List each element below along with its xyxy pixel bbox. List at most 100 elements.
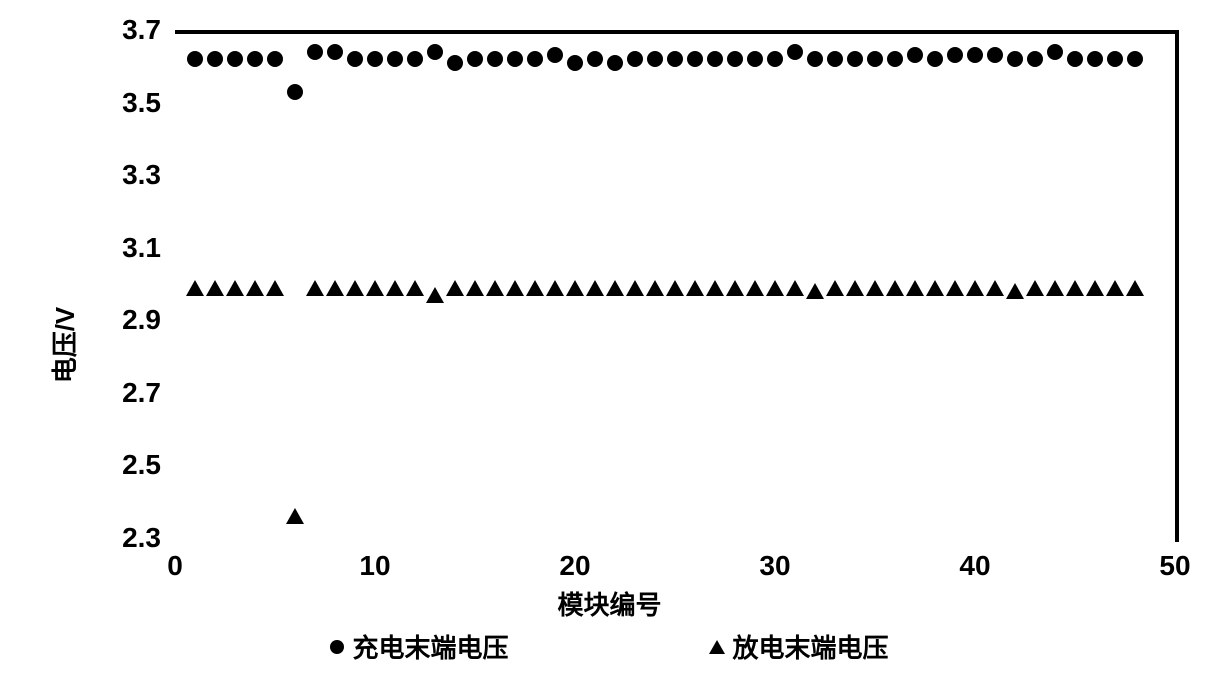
- data-point-charge: [467, 51, 483, 67]
- data-point-discharge: [666, 280, 684, 296]
- data-point-discharge: [826, 280, 844, 296]
- legend-item-charge: 充电末端电压: [330, 628, 508, 665]
- data-point-discharge: [1126, 280, 1144, 296]
- data-point-discharge: [186, 280, 204, 296]
- data-point-discharge: [646, 280, 664, 296]
- data-point-charge: [667, 51, 683, 67]
- legend-item-discharge: 放电末端电压: [709, 628, 889, 665]
- data-point-charge: [307, 44, 323, 60]
- data-point-discharge: [366, 280, 384, 296]
- data-point-charge: [507, 51, 523, 67]
- data-point-discharge: [466, 280, 484, 296]
- data-point-discharge: [766, 280, 784, 296]
- data-point-discharge: [686, 280, 704, 296]
- chart-container: 电压/V 2.32.52.72.93.13.33.53.7 0102030405…: [20, 20, 1199, 670]
- data-point-charge: [627, 51, 643, 67]
- data-point-discharge: [746, 280, 764, 296]
- data-point-discharge: [286, 508, 304, 524]
- data-point-charge: [927, 51, 943, 67]
- data-point-discharge: [586, 280, 604, 296]
- y-tick-label: 3.7: [122, 14, 161, 46]
- data-point-charge: [567, 55, 583, 71]
- data-point-discharge: [1006, 283, 1024, 299]
- data-point-discharge: [706, 280, 724, 296]
- data-point-discharge: [1066, 280, 1084, 296]
- x-axis-label: 模块编号: [557, 585, 661, 622]
- data-point-charge: [787, 44, 803, 60]
- y-tick-label: 3.3: [122, 159, 161, 191]
- data-point-discharge: [506, 280, 524, 296]
- data-point-charge: [407, 51, 423, 67]
- data-point-charge: [1027, 51, 1043, 67]
- data-point-discharge: [906, 280, 924, 296]
- data-point-discharge: [226, 280, 244, 296]
- data-point-charge: [807, 51, 823, 67]
- data-point-discharge: [346, 280, 364, 296]
- legend-label-charge: 充电末端电压: [352, 628, 508, 665]
- data-point-charge: [967, 47, 983, 63]
- y-tick-label: 2.3: [122, 522, 161, 554]
- data-point-charge: [1107, 51, 1123, 67]
- data-point-discharge: [606, 280, 624, 296]
- data-point-discharge: [886, 280, 904, 296]
- x-tick-label: 30: [759, 550, 790, 582]
- y-axis-label: 电压/V: [45, 307, 82, 384]
- y-tick-label: 2.7: [122, 377, 161, 409]
- data-point-charge: [487, 51, 503, 67]
- data-point-charge: [267, 51, 283, 67]
- data-point-charge: [1007, 51, 1023, 67]
- data-point-charge: [767, 51, 783, 67]
- x-tick-label: 40: [959, 550, 990, 582]
- circle-icon: [330, 640, 344, 654]
- data-point-charge: [287, 84, 303, 100]
- data-point-charge: [527, 51, 543, 67]
- data-point-charge: [207, 51, 223, 67]
- x-tick-label: 50: [1159, 550, 1190, 582]
- data-point-discharge: [306, 280, 324, 296]
- data-point-discharge: [1026, 280, 1044, 296]
- data-point-charge: [227, 51, 243, 67]
- legend-label-discharge: 放电末端电压: [733, 628, 889, 665]
- data-point-charge: [387, 51, 403, 67]
- data-point-discharge: [206, 280, 224, 296]
- data-point-discharge: [1046, 280, 1064, 296]
- data-point-discharge: [246, 280, 264, 296]
- y-tick-label: 2.9: [122, 304, 161, 336]
- data-point-discharge: [566, 280, 584, 296]
- data-point-discharge: [266, 280, 284, 296]
- data-point-charge: [987, 47, 1003, 63]
- data-point-charge: [1067, 51, 1083, 67]
- x-tick-label: 0: [167, 550, 183, 582]
- data-point-discharge: [946, 280, 964, 296]
- data-point-discharge: [446, 280, 464, 296]
- data-point-discharge: [626, 280, 644, 296]
- data-point-discharge: [546, 280, 564, 296]
- data-point-discharge: [866, 280, 884, 296]
- data-point-charge: [827, 51, 843, 67]
- y-tick-label: 2.5: [122, 449, 161, 481]
- data-point-charge: [867, 51, 883, 67]
- data-point-discharge: [1106, 280, 1124, 296]
- data-point-discharge: [426, 287, 444, 303]
- y-tick-label: 3.5: [122, 87, 161, 119]
- data-point-discharge: [986, 280, 1004, 296]
- data-point-charge: [587, 51, 603, 67]
- data-point-charge: [547, 47, 563, 63]
- data-point-charge: [1047, 44, 1063, 60]
- data-point-charge: [327, 44, 343, 60]
- data-point-discharge: [806, 283, 824, 299]
- data-point-charge: [367, 51, 383, 67]
- data-point-charge: [947, 47, 963, 63]
- data-point-charge: [187, 51, 203, 67]
- data-point-charge: [447, 55, 463, 71]
- data-point-charge: [727, 51, 743, 67]
- data-point-charge: [907, 47, 923, 63]
- data-point-charge: [887, 51, 903, 67]
- data-point-discharge: [786, 280, 804, 296]
- triangle-icon: [709, 640, 725, 654]
- data-point-charge: [347, 51, 363, 67]
- data-point-charge: [707, 51, 723, 67]
- data-point-discharge: [846, 280, 864, 296]
- data-point-charge: [427, 44, 443, 60]
- data-point-charge: [607, 55, 623, 71]
